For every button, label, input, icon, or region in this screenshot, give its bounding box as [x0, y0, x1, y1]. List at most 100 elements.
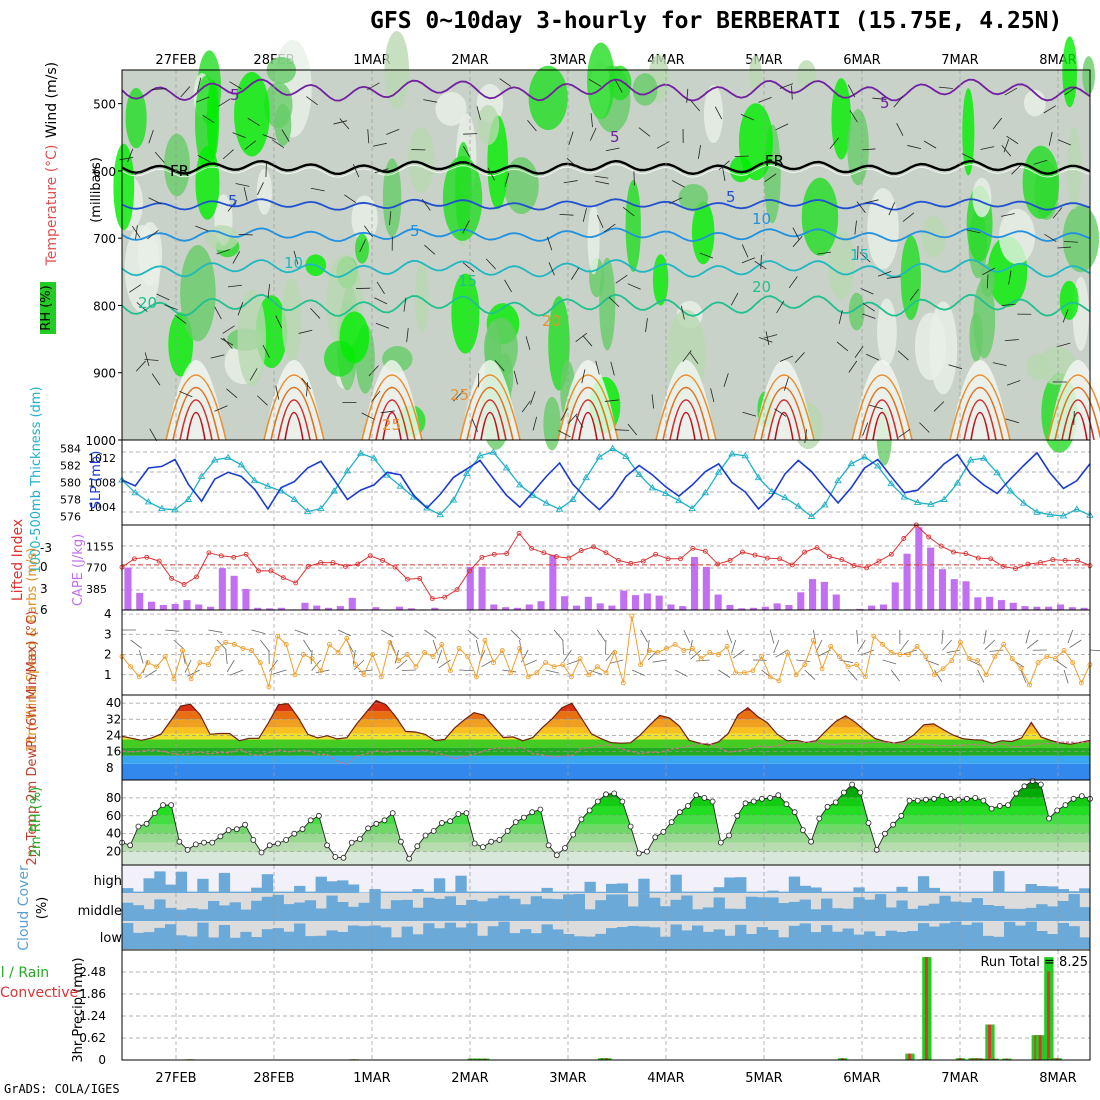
wind-barb [214, 306, 222, 320]
cloud-cell [831, 908, 844, 921]
rh-point [250, 837, 257, 843]
lifted-index-point [1075, 557, 1081, 563]
wind-barb [571, 267, 580, 280]
cloud-cell [175, 871, 188, 893]
wind-barb [765, 331, 770, 346]
temperature-contour [760, 387, 808, 441]
cloud-cell [197, 909, 209, 921]
wind-barb [595, 180, 610, 185]
cape-bar [561, 596, 569, 610]
date-tick-bottom: 7MAR [941, 1071, 978, 1086]
wind-barb [1057, 246, 1072, 249]
wind-barb [423, 99, 438, 103]
rh-point [324, 842, 331, 849]
cloud-cell [573, 936, 585, 949]
slp-point [171, 505, 179, 513]
rh-point [750, 798, 757, 805]
surface-wind-barb [640, 629, 648, 643]
cloud-cell [907, 891, 919, 893]
cloud-cell [509, 898, 521, 921]
slp-point [595, 453, 604, 460]
cape-bar [1056, 604, 1064, 610]
surface-wind-barb [184, 659, 192, 673]
wind-speed-point [439, 641, 445, 647]
wind-tick-label: 4 [104, 607, 112, 621]
wind-speed-point [430, 654, 436, 659]
cloud-cell [1025, 884, 1037, 893]
rh-point [537, 806, 544, 813]
cloud-cell [380, 927, 392, 949]
wind-barb [530, 391, 536, 405]
wind-barb [594, 175, 609, 179]
wind-speed-point [802, 662, 808, 668]
cloud-cell [552, 899, 564, 921]
wind-barb [774, 408, 787, 417]
lifted-index-point [938, 543, 944, 549]
surface-wind-barb [903, 649, 918, 655]
temperature-contour [578, 412, 598, 441]
wind-speed-point [231, 641, 237, 647]
wind-speed-point [309, 656, 315, 662]
cloud-cell [530, 933, 542, 949]
lifted-index-point [131, 556, 137, 562]
wind-barb [627, 423, 638, 436]
wind-speed-point [681, 648, 687, 653]
wind-barb [195, 225, 209, 232]
wind-speed-point [197, 660, 203, 666]
cape-bar [183, 600, 191, 610]
cloud-cell [1079, 907, 1091, 921]
wind-barb [847, 84, 856, 98]
contour-label: 25 [382, 416, 401, 434]
cloud-cell [530, 896, 542, 921]
lifted-index-point [975, 555, 981, 561]
wind-barb [374, 168, 389, 174]
cape-bar [525, 604, 533, 610]
wind-speed-point [223, 639, 229, 645]
wind-barb [854, 220, 857, 235]
wind-barb [359, 239, 367, 253]
slp-point [1019, 499, 1028, 506]
cloud-cell [756, 927, 768, 949]
surface-wind-barb [566, 659, 581, 665]
cloud-cell [831, 931, 844, 949]
rh-blob [351, 195, 378, 242]
wind-barb [829, 137, 839, 150]
lifted-index-point [752, 552, 758, 558]
wind-barb [898, 428, 911, 438]
rh-point [939, 793, 946, 799]
cloud-cell [487, 891, 499, 893]
cape-bar [856, 608, 864, 610]
date-tick-bottom: 1MAR [353, 1071, 390, 1086]
wind-barb [1062, 309, 1069, 323]
wind-barb [982, 267, 996, 276]
wind-speed-point [292, 672, 298, 678]
wind-barb [403, 297, 407, 312]
cloud-cell [917, 876, 930, 893]
slp-point [714, 468, 723, 475]
contour-label: FR [765, 152, 784, 170]
rh-color-band [122, 780, 1090, 789]
wind-speed-point [940, 666, 946, 672]
lifted-index-point [280, 575, 286, 581]
cloud-cell [337, 880, 349, 893]
wind-barb [1005, 418, 1020, 424]
surface-wind-barb [683, 629, 691, 643]
wind-barb [734, 155, 749, 158]
rh-blob [125, 87, 147, 149]
cape-bar [513, 607, 521, 610]
slp-point [131, 488, 140, 496]
wind-barb [149, 428, 158, 442]
wind-barb [779, 83, 794, 89]
cloud-cell [229, 937, 241, 949]
cloud-cell [573, 891, 585, 893]
wind-barb [567, 413, 578, 425]
surface-wind-barb [968, 659, 982, 667]
surface-wind-barb [389, 639, 396, 654]
rh-point [512, 819, 519, 825]
rh-blob [1082, 56, 1095, 95]
rh-blob [921, 216, 946, 258]
precip-convective-bar [1055, 1058, 1059, 1060]
slp-point [1072, 505, 1081, 512]
lifted-index-point [144, 554, 150, 560]
slp-point [993, 468, 1001, 476]
